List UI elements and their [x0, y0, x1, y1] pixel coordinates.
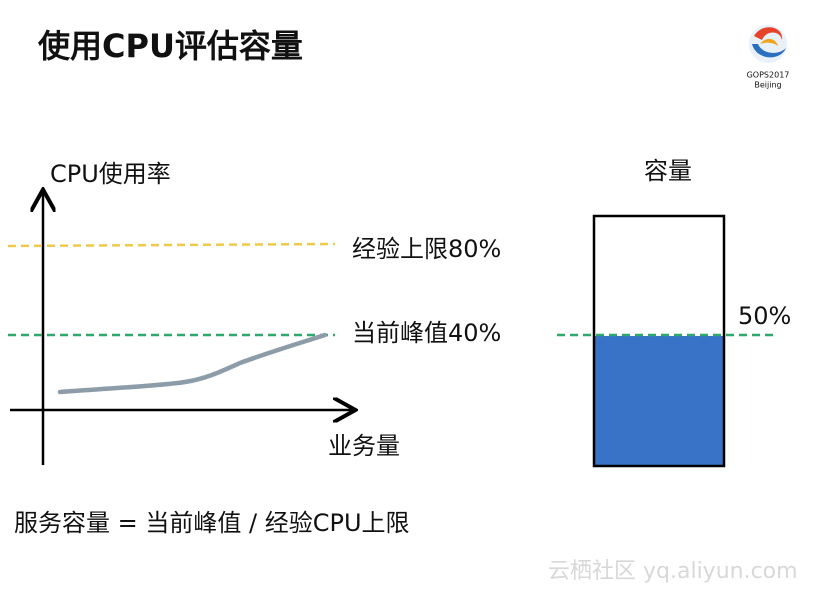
upper-limit-label: 经验上限80%: [352, 235, 501, 263]
logo-city: Beijing: [754, 81, 781, 90]
logo-swirl: [754, 27, 783, 40]
logo-name: GOPS2017: [747, 71, 790, 80]
logo-swirl: [760, 38, 778, 46]
watermark: 云栖社区 yq.aliyun.com: [548, 559, 798, 584]
current-peak-label: 当前峰值40%: [352, 319, 501, 347]
capacity-title: 容量: [644, 157, 692, 185]
slide-title: 使用CPU评估容量: [37, 27, 303, 65]
x-axis-label: 业务量: [328, 432, 400, 460]
right-diagram: 容量 50%: [557, 157, 791, 468]
capacity-level-label: 50%: [738, 302, 791, 330]
capacity-fill: [594, 336, 724, 466]
upper-limit-line: [7, 242, 336, 248]
usage-curve: [57, 332, 328, 395]
logo-swirl: [752, 44, 786, 58]
left-diagram: CPU使用率 业务量 经验上限80% 当前峰值40%: [7, 160, 501, 465]
formula: 服务容量 = 当前峰值 / 经验CPU上限: [14, 509, 410, 537]
capacity-box: [592, 214, 726, 468]
y-axis-label: CPU使用率: [50, 160, 171, 188]
logo: GOPS2017 Beijing: [747, 25, 790, 90]
